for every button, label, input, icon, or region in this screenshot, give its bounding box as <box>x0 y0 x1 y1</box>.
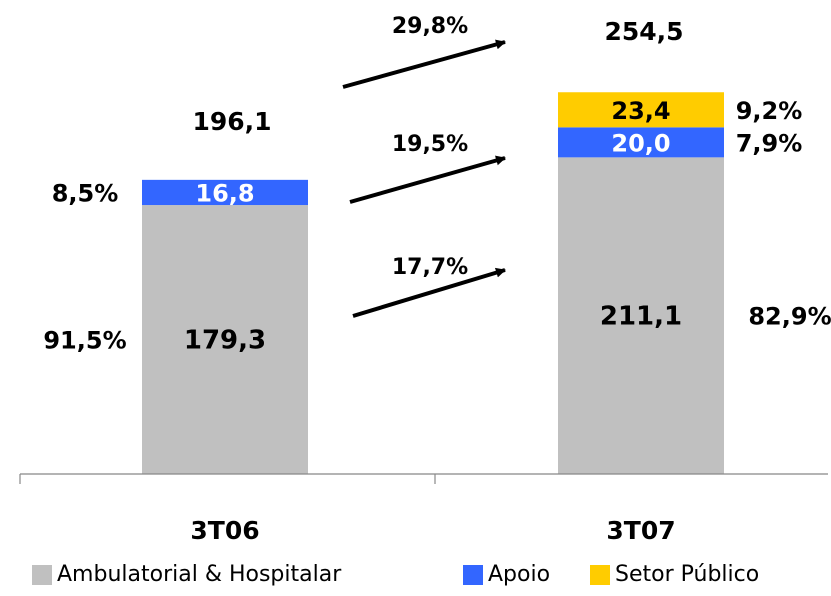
share-label-apoio-3t07: 7,9% <box>736 129 803 157</box>
share-label-setor-p-blico-3t07: 9,2% <box>736 97 803 125</box>
growth-label-total: 29,8% <box>392 14 468 39</box>
legend-label-setor-publico: Setor Público <box>615 562 760 587</box>
bar-setor-p-blico-3t07 <box>558 92 724 128</box>
growth-arrow-apoio <box>349 155 506 204</box>
value-label-ambulatorial-e-hospitalar-3t06: 179,3 <box>184 326 266 356</box>
growth-arrow-total <box>342 39 506 89</box>
bar-apoio-3t06 <box>142 179 308 206</box>
legend-label-ambulatorial: Ambulatorial & Hospitalar <box>57 562 342 587</box>
legend-item-apoio: Apoio <box>463 562 550 587</box>
bar-apoio-3t07 <box>558 127 724 158</box>
legend-swatch-ambulatorial <box>32 564 52 585</box>
legend-item-ambulatorial: Ambulatorial & Hospitalar <box>32 562 341 587</box>
value-label-setor-p-blico-3t07: 23,4 <box>611 97 670 125</box>
value-label-apoio-3t06: 16,8 <box>195 179 254 207</box>
category-label-3t07: 3T07 <box>606 516 675 545</box>
bar-ambulatorial-e-hospitalar-3t06 <box>142 205 308 475</box>
growth-label-ambulatorial-e-hospitalar: 17,7% <box>392 255 468 280</box>
share-label-ambulatorial-e-hospitalar-3t07: 82,9% <box>748 303 831 331</box>
chart-legend: Ambulatorial & Hospitalar Apoio Setor Pú… <box>0 562 831 592</box>
legend-swatch-setor-publico <box>590 564 610 585</box>
legend-item-setor-publico: Setor Público <box>590 562 759 587</box>
share-label-ambulatorial-e-hospitalar-3t06: 91,5% <box>43 327 126 355</box>
growth-arrow-ambulatorial-e-hospitalar <box>352 267 506 318</box>
share-label-apoio-3t06: 8,5% <box>52 179 119 207</box>
legend-label-apoio: Apoio <box>488 562 551 587</box>
value-label-ambulatorial-e-hospitalar-3t07: 211,1 <box>600 302 682 332</box>
total-label-3t07: 254,5 <box>604 17 683 46</box>
legend-swatch-apoio <box>463 564 483 585</box>
category-label-3t06: 3T06 <box>190 516 259 545</box>
growth-label-apoio: 19,5% <box>392 132 468 157</box>
value-label-apoio-3t07: 20,0 <box>611 129 670 157</box>
total-label-3t06: 196,1 <box>192 107 271 136</box>
bar-ambulatorial-e-hospitalar-3t07 <box>558 157 724 474</box>
